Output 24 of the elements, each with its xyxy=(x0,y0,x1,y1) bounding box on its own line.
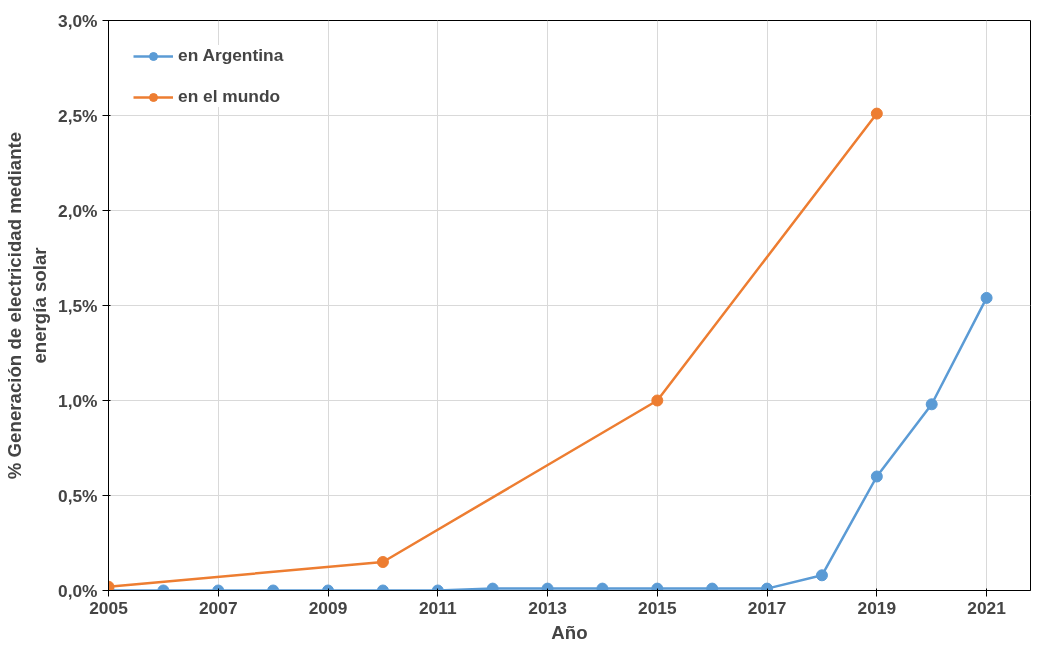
y-tick-label: 2,5% xyxy=(58,105,98,126)
x-axis-title: Año xyxy=(551,621,588,643)
point xyxy=(980,291,993,304)
y-tick-label: 0,5% xyxy=(58,485,98,506)
y-tick-label: 1,0% xyxy=(58,390,98,411)
x-tick-label: 2013 xyxy=(528,597,568,618)
x-tick-label: 2017 xyxy=(747,597,787,618)
x-tick-label: 2021 xyxy=(967,597,1007,618)
point xyxy=(870,107,883,120)
x-tick-label: 2019 xyxy=(857,597,897,618)
y-tick-label: 2,0% xyxy=(58,200,98,221)
x-tick-label: 2007 xyxy=(198,597,238,618)
point xyxy=(925,398,938,411)
point xyxy=(870,470,883,483)
y-tick-label: 3,0% xyxy=(58,10,98,31)
legend-label: en el mundo xyxy=(178,86,281,107)
x-tick-label: 2011 xyxy=(418,597,457,618)
y-tick-label: 1,5% xyxy=(58,295,98,316)
x-tick-label: 2009 xyxy=(308,597,348,618)
x-tick-label: 2015 xyxy=(638,597,677,618)
y-axis-title: % Generación de electricidad mediante energía solar xyxy=(3,131,50,480)
point xyxy=(651,394,664,407)
point xyxy=(376,556,389,568)
legend-label: en Argentina xyxy=(178,45,284,66)
